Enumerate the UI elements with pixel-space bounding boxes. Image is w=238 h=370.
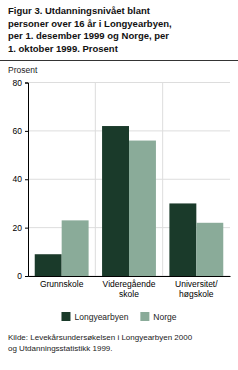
x-axis: Grunnskole Videregåendeskole Universitet/h…	[29, 276, 231, 299]
legend-swatch	[140, 312, 149, 321]
grid	[28, 83, 230, 277]
bars	[35, 126, 224, 276]
bar	[62, 220, 89, 276]
y-tick-mark	[25, 131, 28, 132]
chart: Figur 3. Utdanningsnivået blant personer …	[0, 0, 238, 370]
x-tick: Universitet/høgskole	[175, 276, 218, 299]
series	[35, 126, 197, 276]
y-tick-label: 0	[17, 271, 22, 281]
legend: Longyearbyen Norge	[61, 312, 176, 322]
y-tick-mark	[25, 179, 28, 180]
title-line: 1. oktober 1999. Prosent	[8, 43, 119, 54]
y-axis: 0 20 40 60 80	[13, 78, 29, 282]
x-tick: Videregåendeskole	[103, 276, 156, 299]
x-tick-label: Grunnskole	[40, 279, 84, 289]
series	[62, 141, 224, 276]
bar	[35, 254, 62, 276]
group-divider	[162, 83, 163, 277]
y-tick: 60	[13, 126, 28, 136]
title-line: Figur 3. Utdanningsnivået blant	[8, 5, 151, 16]
title-line: personer over 16 år i Longyearbyen,	[8, 18, 172, 29]
y-tick-mark	[25, 276, 28, 277]
y-tick: 80	[13, 78, 28, 88]
x-tick-label-line: Videregående	[103, 279, 156, 289]
y-tick: 40	[13, 174, 28, 184]
x-tick-label-line: Grunnskole	[40, 279, 84, 289]
y-tick: 20	[13, 223, 28, 233]
x-tick-label-line: høgskole	[179, 289, 214, 299]
legend-item: Longyearbyen	[61, 312, 128, 322]
y-axis-label: Prosent	[8, 65, 38, 75]
legend-swatch	[61, 312, 70, 321]
x-tick-label-line: Universitet/	[175, 279, 218, 289]
x-tick: Grunnskole	[40, 276, 84, 289]
annotation-line: Kilde: Levekårsundersøkelsen i Longyearb…	[8, 333, 193, 342]
y-tick-label: 60	[13, 126, 23, 136]
annotation: Kilde: Levekårsundersøkelsen i Longyearb…	[8, 333, 193, 353]
y-tick: 0	[17, 271, 28, 281]
x-tick-label: Videregåendeskole	[103, 279, 156, 299]
title: Figur 3. Utdanningsnivået blant personer …	[8, 5, 172, 54]
x-tick-label-line: skole	[119, 289, 139, 299]
legend-label: Norge	[153, 312, 176, 322]
grid-line	[28, 82, 230, 83]
plot: 0 20 40 60 80 Grunnskole Videregåendeskole Univ…	[13, 78, 231, 299]
y-tick-mark	[25, 83, 28, 84]
legend-item: Norge	[140, 312, 176, 322]
x-axis-line	[29, 276, 231, 277]
y-tick-mark	[25, 228, 28, 229]
y-axis-line	[25, 83, 29, 277]
group-divider	[95, 83, 96, 277]
y-tick-label: 40	[13, 174, 23, 184]
title-line: per 1. desember 1999 og Norge, per	[8, 30, 169, 41]
y-tick-label: 20	[13, 223, 23, 233]
legend-label: Longyearbyen	[74, 312, 128, 322]
annotation-line: og Utdanningsstatistikk 1999.	[8, 344, 113, 353]
bar	[169, 203, 196, 276]
x-tick-label: Universitet/høgskole	[175, 279, 218, 299]
y-tick-label: 80	[13, 78, 23, 88]
bar	[196, 223, 223, 276]
bar	[129, 141, 156, 276]
bar	[102, 126, 129, 276]
separator	[0, 60, 238, 61]
